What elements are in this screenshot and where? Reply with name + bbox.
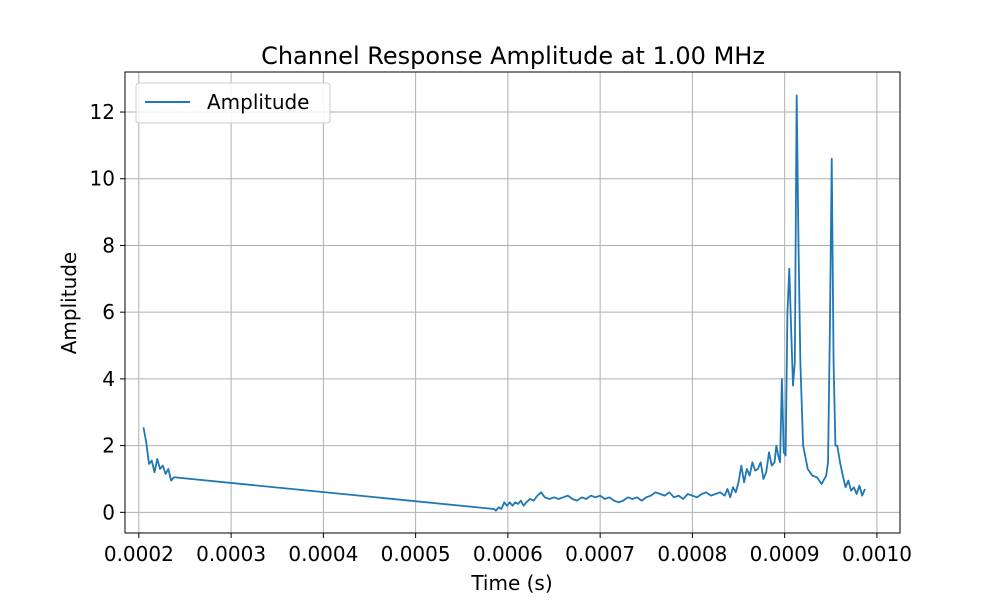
- grid: [125, 72, 900, 533]
- y-axis: 0 2 4 6 8 10 12: [90, 100, 125, 524]
- x-tick-label: 0.0008: [657, 542, 727, 566]
- plot-frame: [124, 71, 901, 534]
- y-tick-label: 8: [102, 233, 115, 257]
- y-tick-label: 0: [102, 500, 115, 524]
- x-tick-label: 0.0009: [750, 542, 820, 566]
- x-axis: 0.0002 0.0003 0.0004 0.0005 0.0006 0.0007 0.00…: [104, 533, 912, 566]
- y-tick-label: 10: [90, 167, 115, 191]
- legend: Amplitude: [135, 82, 331, 124]
- y-axis-label: Amplitude: [57, 252, 81, 355]
- x-tick-label: 0.0005: [381, 542, 451, 566]
- x-tick-label: 0.0010: [842, 542, 912, 566]
- x-tick-label: 0.0007: [565, 542, 635, 566]
- chart-title: Channel Response Amplitude at 1.00 MHz: [261, 42, 765, 70]
- x-tick-label: 0.0004: [288, 542, 358, 566]
- x-tick-label: 0.0006: [473, 542, 543, 566]
- legend-box: [135, 82, 331, 124]
- series-line-amplitude: [142, 94, 866, 512]
- x-axis-label: Time (s): [470, 571, 552, 595]
- y-tick-label: 4: [102, 367, 115, 391]
- legend-label: Amplitude: [207, 90, 310, 114]
- x-tick-label: 0.0003: [196, 542, 266, 566]
- x-tick-label: 0.0002: [104, 542, 174, 566]
- y-tick-label: 6: [102, 300, 115, 324]
- y-tick-label: 12: [90, 100, 115, 124]
- y-tick-label: 2: [102, 434, 115, 458]
- series-layer: [142, 94, 866, 512]
